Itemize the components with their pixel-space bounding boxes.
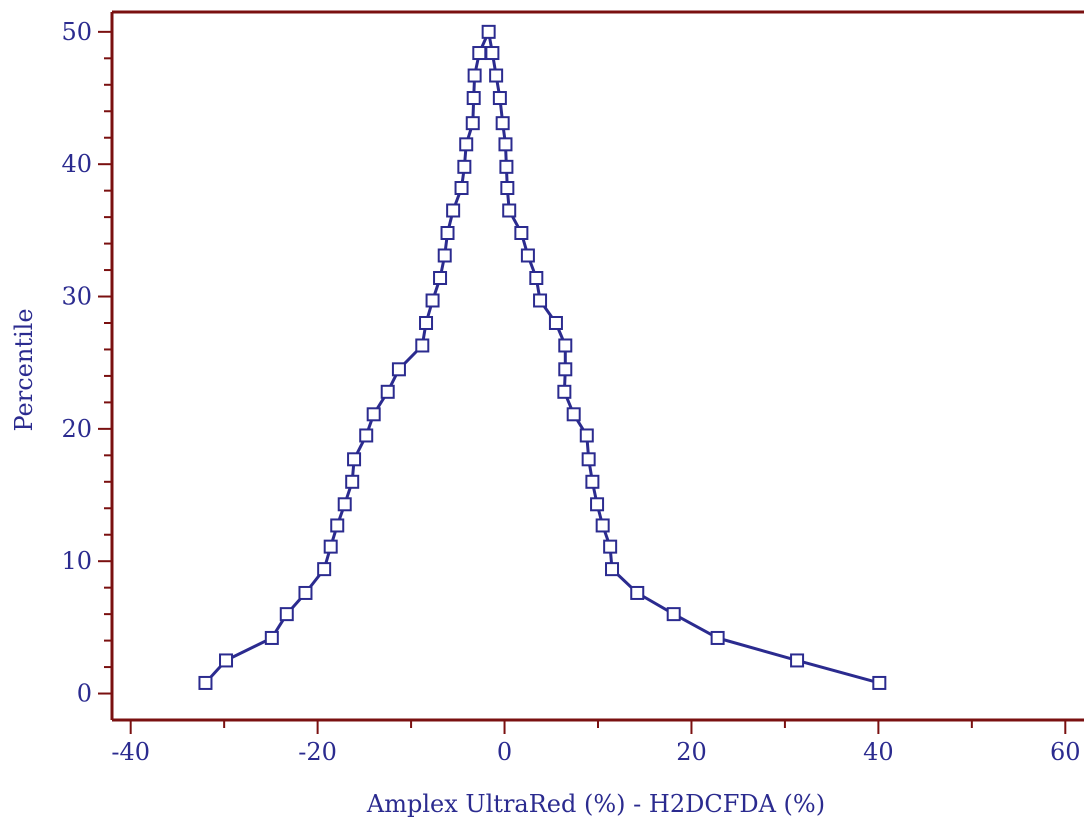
y-tick-label: 20 (61, 415, 92, 443)
data-point-marker (323, 539, 338, 554)
data-point-marker (337, 497, 352, 512)
data-point-marker (366, 407, 381, 422)
x-tick-label: 0 (497, 738, 512, 766)
data-point-marker (500, 181, 515, 196)
data-point-marker (579, 428, 594, 443)
data-point-marker (489, 68, 504, 83)
data-point-marker (485, 46, 500, 61)
data-point-marker (499, 159, 514, 174)
series-layer (198, 24, 887, 690)
data-point-marker (440, 226, 455, 241)
data-point-marker (581, 452, 596, 467)
data-point-marker (472, 46, 487, 61)
data-point-marker (502, 203, 517, 218)
data-point-marker (359, 428, 374, 443)
data-point-marker (585, 474, 600, 489)
data-point-marker (529, 270, 544, 285)
data-point-marker (446, 203, 461, 218)
x-tick-label: 40 (863, 738, 894, 766)
data-point-marker (198, 675, 213, 690)
data-point-marker (437, 248, 452, 263)
data-point-marker (630, 585, 645, 600)
data-point-marker (425, 293, 440, 308)
data-point-marker (605, 562, 620, 577)
x-tick-label: 20 (676, 738, 707, 766)
data-point-marker (467, 68, 482, 83)
data-point-marker (710, 630, 725, 645)
data-point-marker (454, 181, 469, 196)
data-point-marker (566, 407, 581, 422)
data-point-marker (380, 384, 395, 399)
data-point-marker (457, 159, 472, 174)
data-point-marker (347, 452, 362, 467)
data-point-marker (459, 137, 474, 152)
x-tick-label: 60 (1050, 738, 1081, 766)
data-point-marker (872, 675, 887, 690)
data-point-marker (466, 91, 481, 106)
data-point-marker (498, 137, 513, 152)
data-point-marker (345, 474, 360, 489)
y-tick-label: 10 (61, 547, 92, 575)
data-point-marker (298, 585, 313, 600)
data-point-marker (391, 362, 406, 377)
data-point-marker (481, 24, 496, 39)
data-point-marker (595, 518, 610, 533)
data-point-marker (533, 293, 548, 308)
data-point-marker (264, 630, 279, 645)
y-tick-label: 0 (77, 680, 92, 708)
data-point-marker (219, 653, 234, 668)
x-tick-label: -20 (298, 738, 337, 766)
data-point-marker (558, 338, 573, 353)
data-point-marker (557, 384, 572, 399)
y-tick-label: 40 (61, 150, 92, 178)
data-point-marker (415, 338, 430, 353)
y-tick-label: 30 (61, 283, 92, 311)
data-point-marker (495, 116, 510, 131)
data-point-marker (514, 226, 529, 241)
axes (110, 10, 1084, 722)
data-point-marker (590, 497, 605, 512)
data-point-marker (790, 653, 805, 668)
data-point-marker (317, 562, 332, 577)
data-point-marker (520, 248, 535, 263)
data-point-marker (548, 315, 563, 330)
data-point-marker (666, 607, 681, 622)
data-point-marker (419, 315, 434, 330)
x-axis-title: Amplex UltraRed (%) - H2DCFDA (%) (366, 790, 825, 818)
data-point-marker (465, 116, 480, 131)
y-axis-title: Percentile (10, 308, 38, 431)
data-point-marker (433, 270, 448, 285)
data-point-marker (492, 91, 507, 106)
x-tick-label: -40 (111, 738, 150, 766)
data-point-marker (279, 607, 294, 622)
series-line (204, 30, 880, 685)
ticks: 0 10 20 30 40 50 -40 -20 0 20 40 60 (61, 18, 1080, 766)
data-point-marker (603, 539, 618, 554)
y-tick-label: 50 (61, 18, 92, 46)
data-point-marker (330, 518, 345, 533)
data-point-marker (558, 362, 573, 377)
